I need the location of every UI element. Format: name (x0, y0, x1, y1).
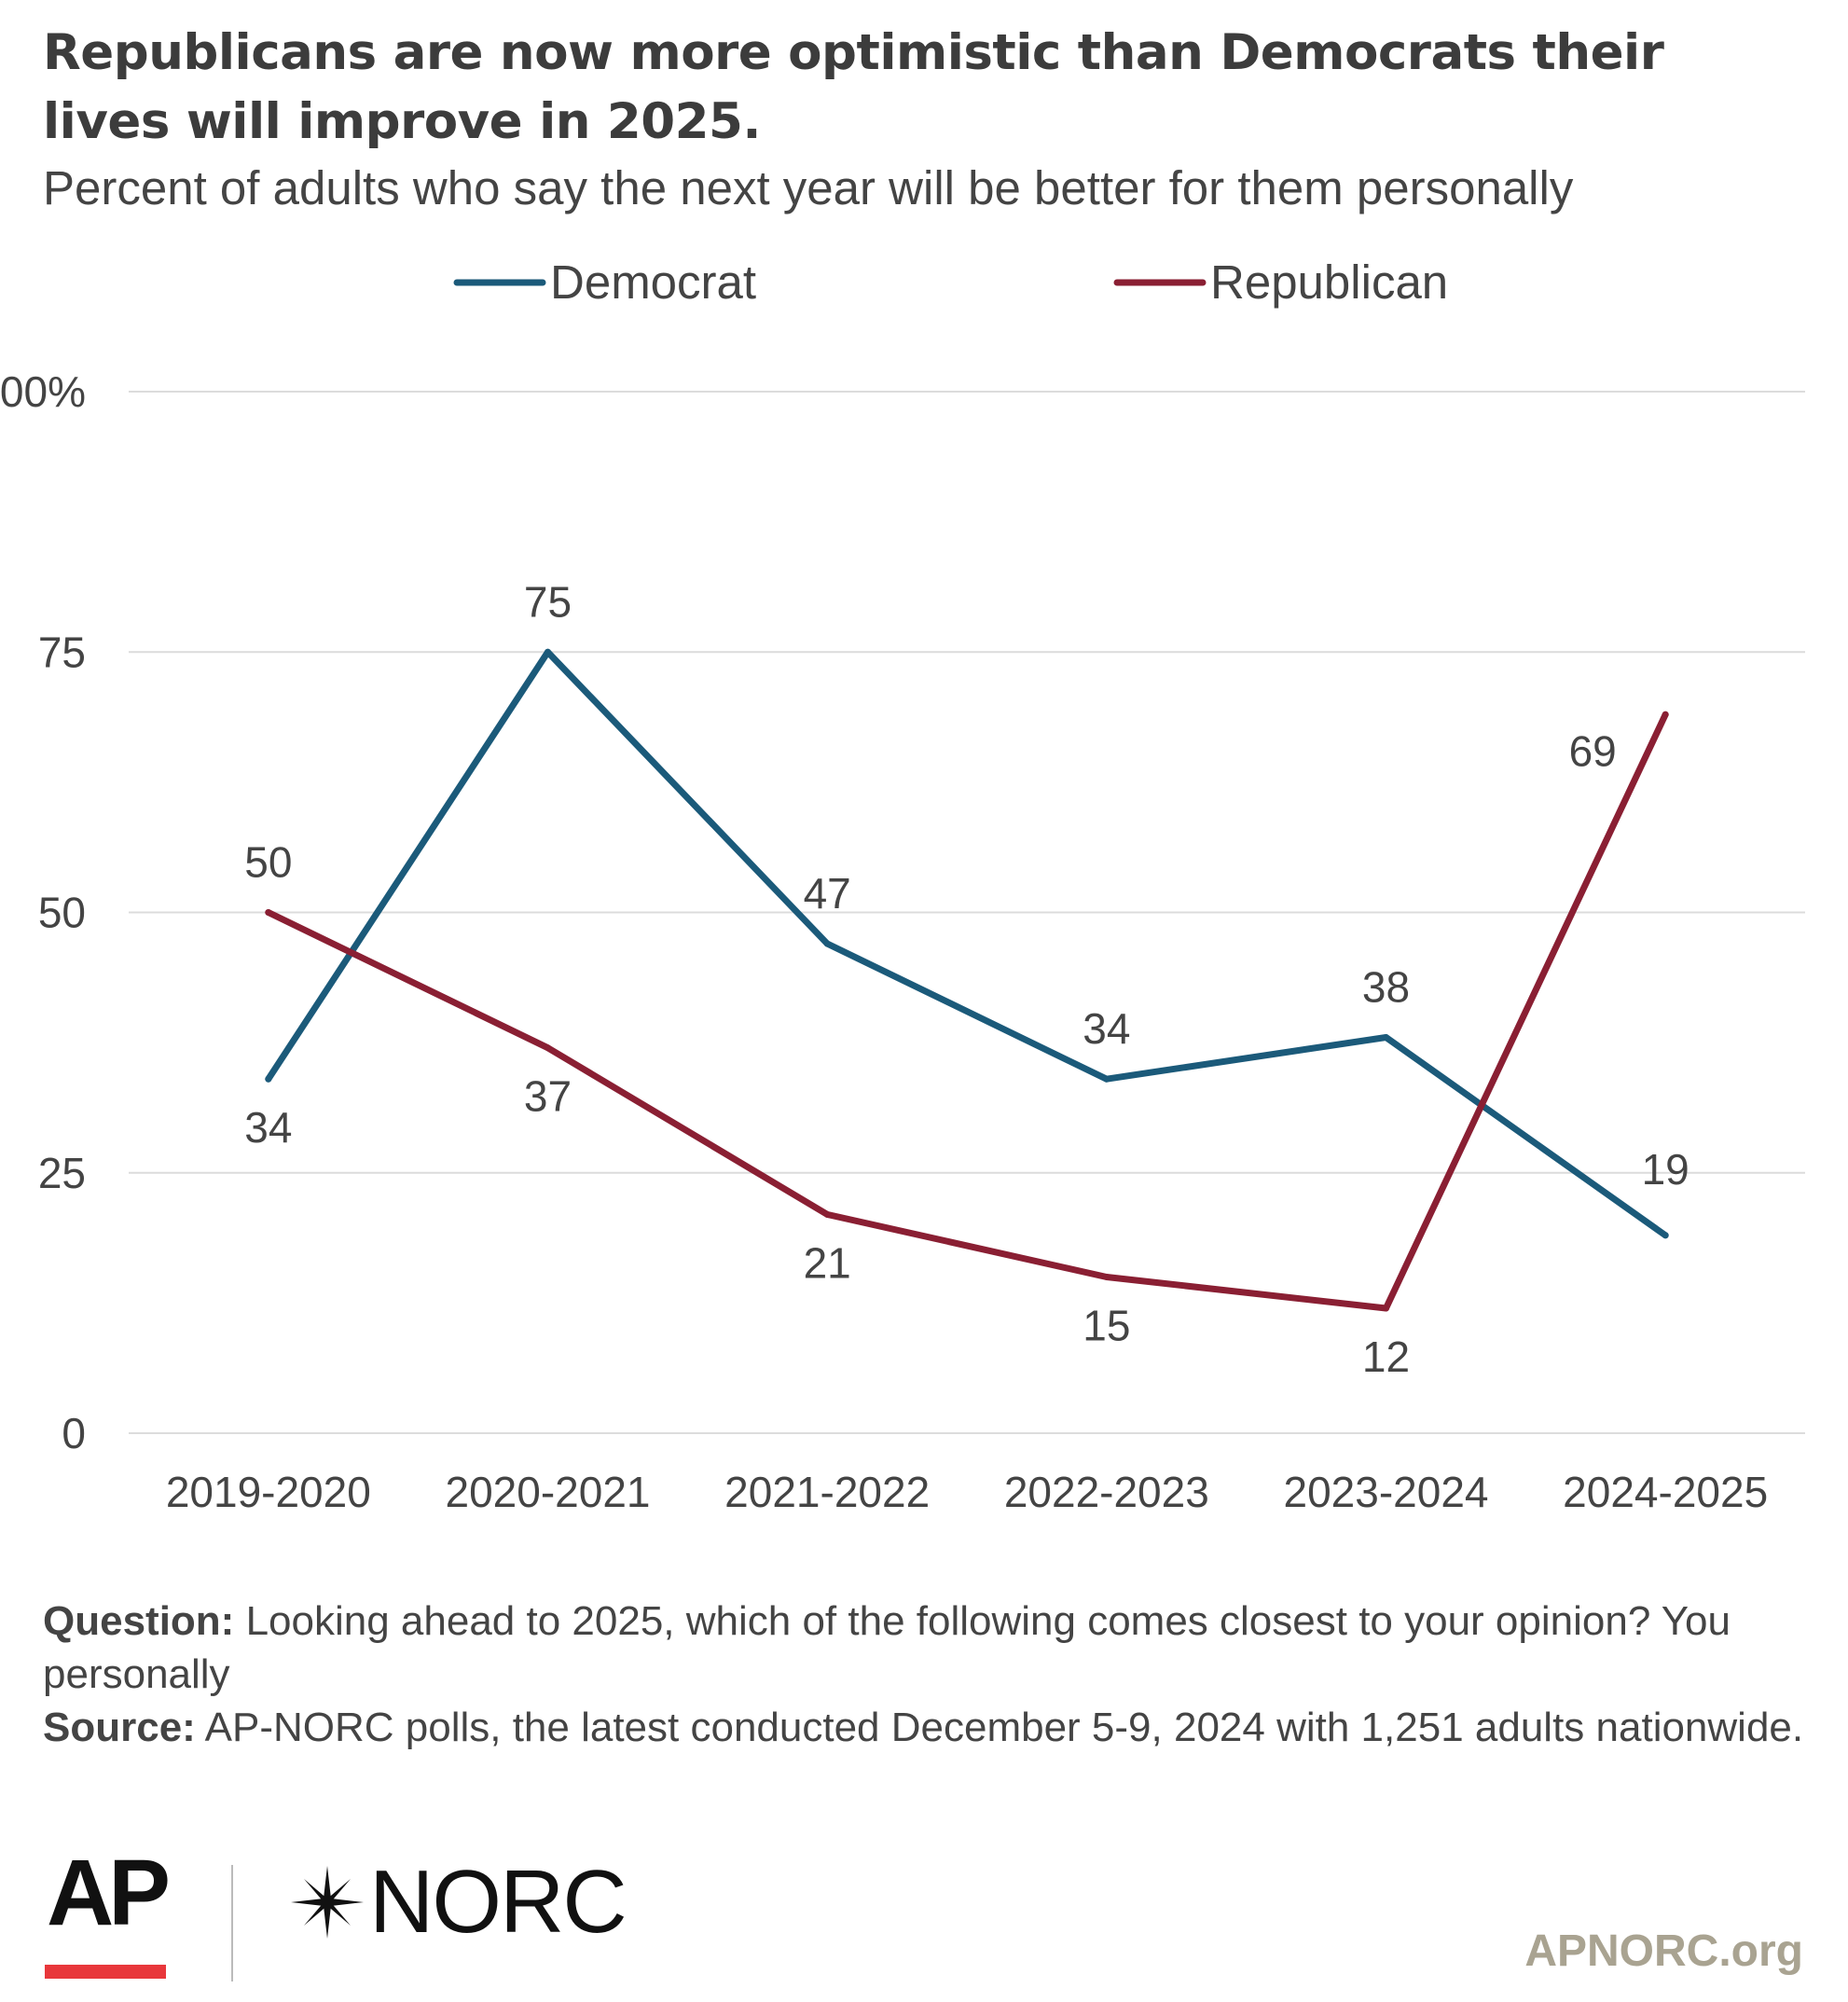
question-label: Question: (43, 1598, 235, 1644)
data-point (1103, 1075, 1110, 1083)
y-axis-ticks: 0 25 50 75 100% (0, 367, 86, 1457)
question-note: Question: Looking ahead to 2025, which o… (43, 1595, 1814, 1701)
y-tick-label: 100% (0, 367, 86, 416)
data-point (265, 909, 272, 916)
data-point (1662, 1232, 1669, 1239)
series-line (265, 648, 1669, 1239)
source-label: Source: (43, 1705, 196, 1750)
data-label: 37 (524, 1072, 572, 1121)
x-tick-label: 2019-2020 (166, 1468, 371, 1516)
y-tick-label: 0 (62, 1409, 86, 1457)
data-label: 47 (804, 869, 851, 918)
data-label: 12 (1362, 1332, 1410, 1381)
data-label: 21 (804, 1238, 851, 1287)
data-label: 75 (524, 577, 572, 626)
x-tick-label: 2021-2022 (724, 1468, 930, 1516)
data-point (1383, 1305, 1389, 1312)
data-point (823, 940, 831, 947)
notes: Question: Looking ahead to 2025, which o… (43, 1595, 1814, 1754)
data-label: 69 (1569, 726, 1617, 775)
source-text: AP-NORC polls, the latest conducted Dece… (204, 1705, 1804, 1750)
x-axis-ticks: 2019-2020 2020-2021 2021-2022 2022-2023 2023… (166, 1468, 1768, 1516)
chart-subtitle: Percent of adults who say the next year … (43, 161, 1574, 214)
data-label: 38 (1362, 963, 1410, 1012)
data-label: 34 (244, 1103, 292, 1152)
data-point (1662, 711, 1669, 718)
x-tick-label: 2020-2021 (446, 1468, 651, 1516)
norc-star-icon (291, 1866, 364, 1939)
source-note: Source: AP-NORC polls, the latest conduc… (43, 1701, 1814, 1754)
data-point (545, 648, 551, 656)
norc-logo: NORC (289, 1852, 627, 1952)
data-label: 50 (244, 838, 292, 887)
x-tick-label: 2022-2023 (1004, 1468, 1209, 1516)
line-chart: Democrat Republican 0 25 50 75 100% 2019-2020… (0, 255, 1805, 1516)
data-point (265, 1075, 272, 1083)
data-label: 19 (1642, 1145, 1689, 1194)
data-labels: 34 50 75 37 47 21 34 15 38 12 19 69 (244, 577, 1689, 1381)
data-label: 15 (1083, 1301, 1130, 1349)
y-tick-label: 50 (38, 889, 86, 937)
y-tick-label: 25 (38, 1149, 86, 1197)
legend: Democrat Republican (453, 255, 1448, 309)
ap-logo-bar (45, 1965, 166, 1979)
data-point (1103, 1273, 1110, 1280)
series-lines (265, 648, 1669, 1312)
data-point (1383, 1034, 1389, 1042)
ap-logo: AP (47, 1841, 171, 1945)
site-url: APNORC.org (1524, 1926, 1803, 1976)
data-label: 34 (1083, 1004, 1130, 1053)
legend-label: Republican (1210, 255, 1448, 309)
series-line (265, 711, 1669, 1312)
data-point (545, 1044, 551, 1052)
x-tick-label: 2024-2025 (1563, 1468, 1768, 1516)
x-tick-label: 2023-2024 (1284, 1468, 1489, 1516)
legend-label: Democrat (550, 255, 756, 309)
y-tick-label: 75 (38, 628, 86, 676)
gridlines (129, 391, 1805, 1434)
norc-wordmark: NORC (369, 1852, 627, 1952)
chart-title: Republicans are now more optimistic than… (43, 24, 1664, 150)
logo-divider (231, 1865, 233, 1981)
data-point (823, 1210, 831, 1218)
question-text: Looking ahead to 2025, which of the foll… (43, 1598, 1731, 1697)
